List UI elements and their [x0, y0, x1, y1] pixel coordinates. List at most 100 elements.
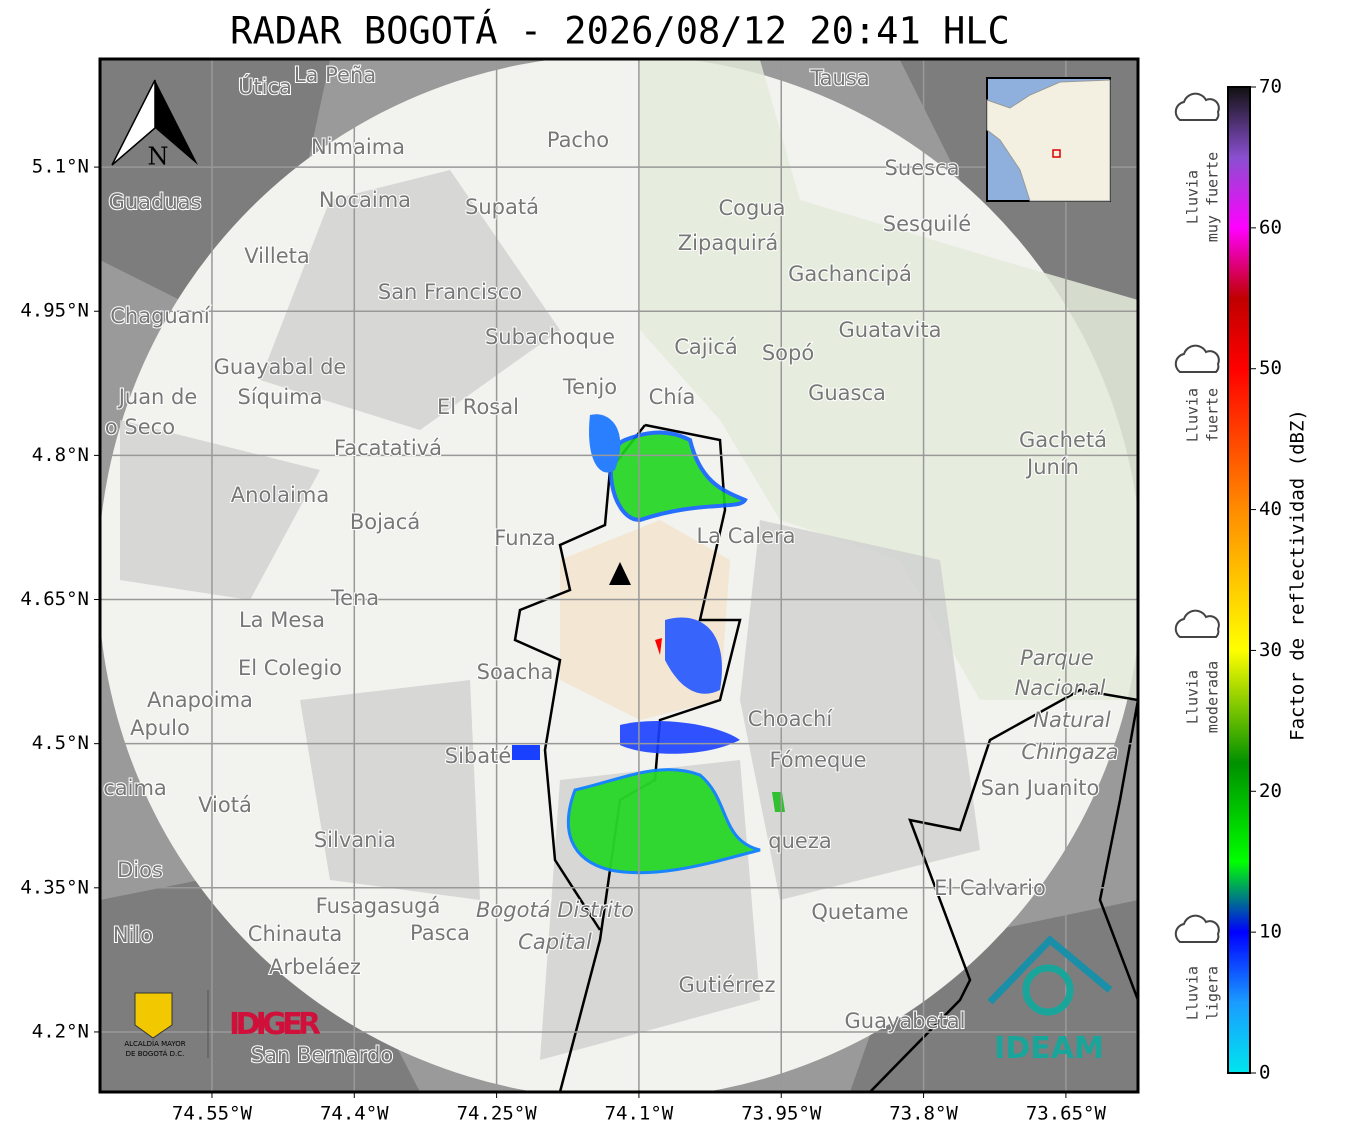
place-label: Bojacá — [350, 510, 420, 534]
colorbar-tick-label: 0 — [1259, 1062, 1270, 1084]
colorbar-tick-label: 20 — [1259, 780, 1282, 802]
place-label: o Seco — [105, 415, 175, 439]
place-label: Sibaté — [445, 744, 512, 768]
place-label: Gachancipá — [788, 262, 912, 286]
place-label: Chingaza — [1021, 740, 1118, 764]
rain-label: Lluvia — [1184, 388, 1202, 442]
rain-icon — [1174, 609, 1220, 638]
place-label: La Mesa — [239, 608, 325, 632]
colorbar-tick-label: 30 — [1259, 639, 1282, 661]
logo-text: DE BOGOTÁ D.C. — [126, 1049, 185, 1058]
place-label: Guatavita — [839, 318, 942, 342]
rain-label: fuerte — [1204, 388, 1222, 442]
place-label: Villeta — [244, 244, 309, 268]
place-label: Suesca — [885, 156, 960, 180]
place-label: El Colegio — [238, 656, 342, 680]
place-label: caima — [103, 776, 167, 800]
y-tick-label: 4.5°N — [32, 732, 89, 754]
place-label: Capital — [518, 930, 592, 954]
place-label: Cajicá — [674, 335, 738, 359]
y-tick-label: 4.95°N — [20, 300, 89, 322]
place-label: Soacha — [477, 660, 554, 684]
colorbar-tick-label: 40 — [1259, 498, 1282, 520]
place-label: Tenjo — [562, 375, 617, 399]
place-label: Fómeque — [769, 748, 866, 772]
y-tick-label: 5.1°N — [32, 156, 89, 178]
x-tick-label: 74.55°W — [172, 1103, 253, 1125]
y-tick-label: 4.35°N — [20, 876, 89, 898]
place-label: El Calvario — [934, 876, 1046, 900]
place-label: Sesquilé — [883, 212, 971, 236]
rain-label: Lluvia — [1184, 966, 1202, 1020]
place-label: Pasca — [410, 921, 470, 945]
place-label: Cogua — [718, 196, 785, 220]
logo-alcaldia: ALCALDÍA MAYOR DE BOGOTÁ D.C. IDIGER — [124, 990, 321, 1058]
x-tick-label: 73.65°W — [1026, 1103, 1107, 1125]
place-label: Choachí — [748, 707, 834, 731]
place-label: Parque — [1020, 646, 1094, 670]
rain-icon — [1174, 92, 1220, 121]
rain-icon — [1174, 914, 1220, 943]
place-label: Funza — [494, 526, 555, 550]
place-label: Guayabal de — [214, 355, 347, 379]
place-label: Chaguaní — [110, 304, 211, 328]
colorbar-tick-label: 70 — [1259, 76, 1282, 98]
ideam-logo: IDEAM — [994, 1031, 1104, 1066]
place-label: Juan de — [117, 385, 198, 409]
rain-label: muy fuerte — [1204, 152, 1222, 242]
place-label: Guaduas — [109, 190, 202, 214]
place-label: Fusagasugá — [316, 894, 441, 918]
place-label: Zipaquirá — [678, 231, 778, 255]
place-label: Natural — [1033, 708, 1111, 732]
place-label: San Bernardo — [251, 1043, 393, 1067]
rain-label: moderada — [1204, 661, 1222, 733]
place-label: El Rosal — [437, 395, 519, 419]
place-label: Dios — [117, 858, 163, 882]
north-arrow: N — [111, 79, 198, 171]
place-label: Viotá — [198, 793, 252, 817]
place-label: Facatativá — [334, 436, 442, 460]
rain-label: Lluvia — [1184, 170, 1202, 224]
colorbar — [1227, 86, 1251, 1074]
rain-label: Lluvia — [1184, 670, 1202, 724]
colorbar-tick-label: 60 — [1259, 216, 1282, 238]
north-label: N — [148, 143, 169, 171]
x-tick-label: 73.95°W — [741, 1103, 822, 1125]
map-frame — [98, 57, 1140, 1094]
y-tick-label: 4.65°N — [20, 588, 89, 610]
place-label: Nilo — [113, 923, 153, 947]
y-tick-label: 4.8°N — [32, 444, 89, 466]
place-label: Junín — [1025, 455, 1079, 479]
place-label: La Peña — [294, 63, 376, 87]
place-label: Anolaima — [231, 483, 329, 507]
place-label: Gutiérrez — [679, 973, 776, 997]
rain-label: ligera — [1204, 966, 1222, 1020]
x-tick-label: 74.25°W — [457, 1103, 538, 1125]
x-tick-label: 74.4°W — [320, 1103, 389, 1125]
place-label: Anapoima — [147, 688, 253, 712]
place-label: Guayabetal — [845, 1009, 966, 1033]
logo-ideam: IDEAM — [987, 935, 1113, 1066]
place-label: Chinauta — [248, 922, 342, 946]
place-label: Gachetá — [1019, 428, 1107, 452]
place-label: Útica — [238, 74, 292, 99]
place-label: Sopó — [762, 341, 814, 365]
place-label: Tausa — [809, 66, 869, 90]
place-label: Chía — [649, 385, 696, 409]
x-tick-label: 74.1°W — [605, 1103, 674, 1125]
place-label: Apulo — [130, 716, 190, 740]
place-label: queza — [768, 829, 831, 853]
place-label: Guasca — [808, 381, 886, 405]
place-label: Subachoque — [485, 325, 615, 349]
place-label: Pacho — [547, 128, 609, 152]
place-label: San Juanito — [981, 776, 1100, 800]
place-label: Síquima — [238, 385, 323, 409]
idiger-logo: IDIGER — [229, 1007, 321, 1042]
title: RADAR BOGOTÁ - 2026/08/12 20:41 HLC — [230, 9, 1010, 53]
x-tick-label: 73.8°W — [889, 1103, 958, 1125]
place-label: Supatá — [465, 195, 539, 219]
place-label: Nocaima — [319, 188, 411, 212]
place-label: Bogotá Distrito — [476, 898, 634, 922]
